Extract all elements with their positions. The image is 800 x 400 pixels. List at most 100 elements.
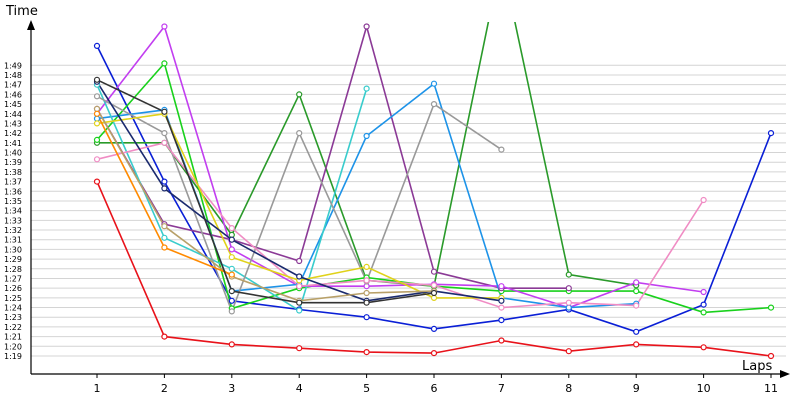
data-point <box>700 301 707 308</box>
data-point <box>228 288 235 295</box>
y-tick-label: 1:26 <box>4 284 22 293</box>
data-point <box>565 299 572 306</box>
x-tick-label: 5 <box>363 382 370 395</box>
data-point <box>363 85 370 92</box>
y-tick-label: 1:42 <box>4 129 22 138</box>
data-point <box>430 100 438 108</box>
y-tick-label: 1:19 <box>4 352 22 361</box>
data-point <box>633 328 640 335</box>
data-point <box>161 108 168 115</box>
data-point <box>228 297 235 304</box>
data-point <box>93 42 101 50</box>
y-tick-label: 1:24 <box>4 304 22 313</box>
series-line-6 <box>96 24 704 309</box>
series-line-13 <box>96 108 435 302</box>
data-point <box>363 263 370 270</box>
y-tick-label: 1:33 <box>4 216 22 225</box>
x-axis-title: Laps <box>742 359 772 374</box>
x-tick-label: 3 <box>228 382 235 395</box>
data-point <box>430 350 438 357</box>
y-tick-label: 1:25 <box>4 294 22 303</box>
y-tick-label: 1:23 <box>4 313 22 322</box>
data-point <box>363 277 370 284</box>
x-tick-label: 1 <box>94 382 101 395</box>
x-axis-arrow-icon <box>780 370 790 378</box>
y-tick-label: 1:46 <box>4 90 22 99</box>
data-point <box>498 283 505 290</box>
data-point <box>767 352 775 360</box>
y-tick-label: 1:43 <box>4 119 22 128</box>
data-point <box>700 196 707 204</box>
data-point <box>296 273 303 280</box>
y-tick-label: 1:27 <box>4 274 22 283</box>
y-tick-label: 1:31 <box>4 236 22 245</box>
y-tick-label: 1:44 <box>4 110 22 119</box>
data-point <box>633 302 640 309</box>
data-point <box>228 271 235 278</box>
data-point <box>296 345 303 352</box>
series-line-4 <box>96 61 772 314</box>
data-point <box>565 348 572 355</box>
data-point <box>161 234 168 241</box>
y-tick-label: 1:48 <box>4 71 22 80</box>
x-tick-label: 9 <box>633 382 640 395</box>
y-tick-label: 1:20 <box>4 342 22 351</box>
data-point <box>430 80 438 87</box>
data-point <box>363 23 370 30</box>
y-axis-arrow-icon <box>27 20 35 30</box>
data-point <box>228 246 235 253</box>
data-point <box>565 304 572 311</box>
data-point <box>430 282 438 289</box>
axes: Time Laps <box>5 4 790 378</box>
y-tick-label: 1:34 <box>4 207 22 216</box>
data-point <box>228 308 235 315</box>
data-point <box>93 110 101 117</box>
data-point <box>161 178 168 185</box>
data-point <box>363 349 370 356</box>
data-point <box>93 136 101 143</box>
data-point <box>296 130 303 137</box>
data-point <box>93 178 101 185</box>
y-tick-label: 1:40 <box>4 149 22 158</box>
data-point <box>430 294 438 301</box>
data-point <box>363 314 370 321</box>
y-tick-label: 1:30 <box>4 245 22 254</box>
data-point <box>633 341 640 348</box>
series-line-15 <box>96 79 435 304</box>
y-tick-label: 1:49 <box>4 61 22 70</box>
y-axis-title: Time <box>5 4 38 19</box>
series-points <box>93 23 775 360</box>
data-point <box>700 288 707 296</box>
data-point <box>700 344 707 351</box>
y-tick-label: 1:29 <box>4 255 22 264</box>
data-point <box>161 60 168 67</box>
x-tick-label: 7 <box>498 382 505 395</box>
data-point <box>161 244 168 251</box>
data-point <box>296 307 303 314</box>
data-point <box>498 317 505 324</box>
data-point <box>700 309 707 316</box>
y-tick-label: 1:38 <box>4 168 22 177</box>
y-tick-label: 1:22 <box>4 323 22 332</box>
data-point <box>296 91 303 98</box>
y-tick-labels: 1:191:201:211:221:231:241:251:261:271:28… <box>4 61 22 361</box>
series-line-7 <box>96 82 637 309</box>
y-tick-label: 1:32 <box>4 226 22 235</box>
data-point <box>161 130 168 137</box>
x-tick-label: 6 <box>431 382 438 395</box>
data-point <box>296 257 303 265</box>
data-point <box>633 288 640 295</box>
data-point <box>363 132 370 140</box>
data-point <box>228 225 235 232</box>
data-point <box>296 283 303 290</box>
data-point <box>565 285 572 292</box>
data-point <box>93 156 101 163</box>
x-tick-label: 10 <box>697 382 711 395</box>
data-point <box>498 304 505 311</box>
y-tick-label: 1:35 <box>4 197 22 206</box>
x-tick-labels: 1 2 3 4 5 6 7 8 9 10 11 <box>94 374 778 395</box>
data-point <box>93 105 101 113</box>
data-point <box>93 76 101 83</box>
y-tick-label: 1:28 <box>4 265 22 274</box>
